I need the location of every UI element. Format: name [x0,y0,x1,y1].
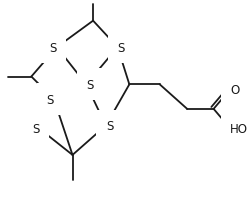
Text: S: S [86,79,93,91]
Text: O: O [229,83,238,96]
Text: S: S [46,93,54,106]
Text: S: S [106,119,113,132]
Text: HO: HO [229,122,247,135]
Text: S: S [32,122,39,135]
Text: S: S [117,41,124,54]
Text: S: S [49,41,56,54]
